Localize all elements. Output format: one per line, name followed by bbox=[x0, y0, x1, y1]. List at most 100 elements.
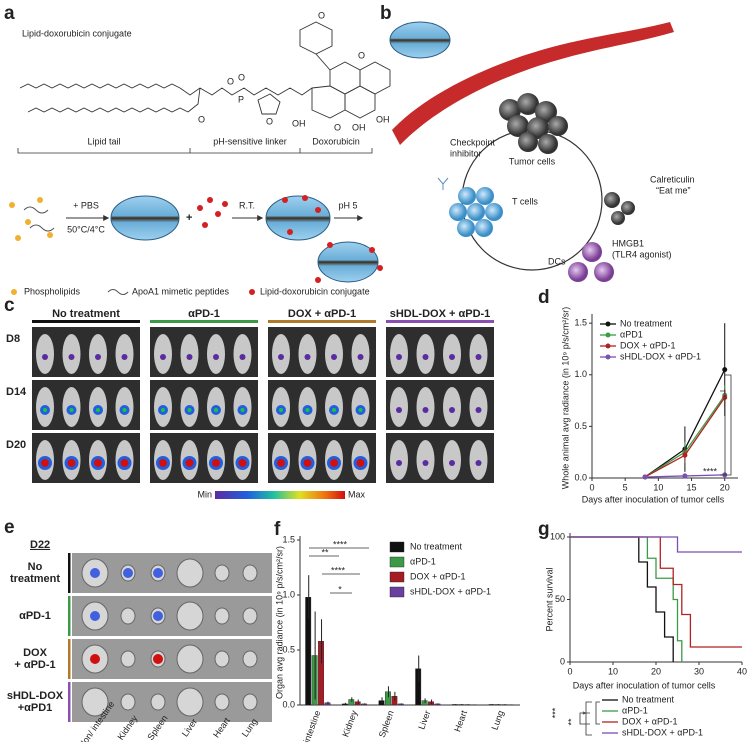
signal-core bbox=[358, 408, 363, 412]
x-tick-label: Kidney bbox=[340, 709, 359, 739]
signal-core bbox=[356, 459, 365, 467]
x-tick-label: 20 bbox=[720, 482, 730, 492]
panel-label: c bbox=[4, 295, 15, 316]
y-tick-label: 100 bbox=[550, 531, 565, 541]
day-label: D20 bbox=[6, 439, 26, 451]
row-bar bbox=[68, 596, 71, 636]
legend-text: sHDL-DOX + αPD-1 bbox=[410, 586, 491, 596]
linker-chain bbox=[187, 87, 201, 113]
organ bbox=[214, 564, 230, 582]
bracket bbox=[17, 148, 373, 154]
organ bbox=[242, 650, 258, 668]
bar bbox=[434, 703, 441, 706]
legend-icon bbox=[11, 289, 17, 295]
plus: + bbox=[186, 212, 192, 224]
chart: f 0.0 0.5 1.0 1.5 Organ avg radiance (in 10⁹ … bbox=[274, 519, 520, 742]
legend-text: DOX + αPD-1 bbox=[410, 571, 465, 581]
bar bbox=[324, 702, 331, 706]
signal bbox=[396, 460, 402, 466]
segment-label: Lipid tail bbox=[87, 136, 120, 146]
legend-swatch bbox=[389, 571, 405, 583]
signal-core bbox=[94, 459, 102, 467]
legend-icon bbox=[249, 289, 255, 295]
signal bbox=[213, 354, 219, 360]
x-tick-label: 20 bbox=[651, 666, 661, 676]
signal-core bbox=[277, 459, 285, 467]
label: inhibitor bbox=[450, 148, 482, 158]
signal bbox=[331, 354, 337, 360]
atom: O bbox=[358, 50, 365, 60]
atom: O bbox=[318, 10, 325, 20]
signal-core bbox=[187, 408, 192, 412]
x-tick-label: 15 bbox=[687, 482, 697, 492]
point bbox=[642, 474, 648, 480]
row-label: DOX bbox=[23, 647, 48, 659]
row-bar bbox=[68, 639, 71, 679]
panel-label: e bbox=[4, 517, 15, 538]
label: (TLR4 agonist) bbox=[612, 249, 672, 259]
label: DCs bbox=[548, 256, 566, 266]
row-bar bbox=[68, 553, 71, 593]
label: “Eat me” bbox=[656, 185, 691, 195]
legend-marker bbox=[605, 321, 611, 327]
x-tick-label: Spleen bbox=[377, 709, 396, 739]
step-label: + PBS bbox=[73, 200, 99, 210]
legend-text: DOX + αPD-1 bbox=[620, 340, 675, 350]
colorbar-label: Max bbox=[348, 489, 366, 499]
y-tick-label: 50 bbox=[555, 594, 565, 604]
label: Checkpoint bbox=[450, 137, 496, 147]
atom: O bbox=[238, 72, 245, 82]
y-tick-label: 1.0 bbox=[574, 369, 587, 379]
signal bbox=[396, 354, 402, 360]
legend-text: No treatment bbox=[410, 541, 463, 551]
segment-label: Doxorubicin bbox=[312, 136, 360, 146]
signal bbox=[239, 354, 246, 360]
signal bbox=[422, 354, 429, 360]
label: Tumor cells bbox=[509, 156, 556, 166]
signal bbox=[449, 354, 455, 360]
atom: O bbox=[334, 122, 341, 132]
day-label: D8 bbox=[6, 333, 20, 345]
signal-core bbox=[122, 408, 127, 412]
bar bbox=[354, 701, 361, 706]
day-label: D22 bbox=[30, 539, 50, 551]
signal-core bbox=[303, 459, 312, 467]
legend-text: sHDL-DOX + αPD-1 bbox=[622, 727, 703, 737]
signal bbox=[90, 568, 100, 578]
organ bbox=[120, 650, 136, 668]
point bbox=[682, 452, 688, 458]
y-tick-label: 1.5 bbox=[282, 534, 295, 544]
panel-b: b Tumor cells T cells Checkpoint inhibit… bbox=[380, 3, 695, 282]
y-tick-label: 1.5 bbox=[574, 318, 587, 328]
significance-bracket bbox=[309, 547, 369, 594]
panel-c: c Min Max No treatment αPD-1 DOX + αPD-1 sH… bbox=[4, 295, 494, 499]
panel-label: g bbox=[538, 519, 550, 540]
group-bar bbox=[150, 320, 258, 323]
group-bar bbox=[32, 320, 140, 323]
y-tick-label: 0.5 bbox=[574, 421, 587, 431]
nanodisc bbox=[110, 195, 180, 241]
series-line bbox=[570, 536, 683, 662]
atom: O bbox=[227, 76, 234, 86]
group-label: DOX + αPD-1 bbox=[288, 308, 356, 320]
legend-swatch bbox=[389, 541, 405, 553]
signal bbox=[90, 654, 100, 664]
y-axis-label: Whole animal avg radiance (in 10⁹ p/s/cm… bbox=[560, 307, 570, 489]
legend-text: αPD1 bbox=[620, 329, 643, 339]
signal-core bbox=[279, 408, 283, 412]
signal bbox=[475, 354, 482, 360]
significance: *** bbox=[550, 707, 560, 718]
group-bar bbox=[268, 320, 376, 323]
x-axis-label: Days after inoculation of tumor cells bbox=[582, 494, 725, 504]
chart: g 0 50 100 0 10 20 30 40 Days after inoculation o… bbox=[538, 519, 747, 737]
nanodisc bbox=[317, 241, 379, 283]
signal-core bbox=[159, 459, 167, 467]
signal-core bbox=[185, 459, 194, 467]
legend-text: No treatment bbox=[620, 318, 673, 328]
signal bbox=[90, 611, 100, 621]
signal bbox=[396, 407, 402, 413]
chart: d 0.0 0.5 1.0 1.5 0 5 10 15 20 Days after inoculat… bbox=[538, 287, 738, 504]
organ bbox=[242, 607, 258, 625]
linker-ring bbox=[257, 93, 281, 115]
